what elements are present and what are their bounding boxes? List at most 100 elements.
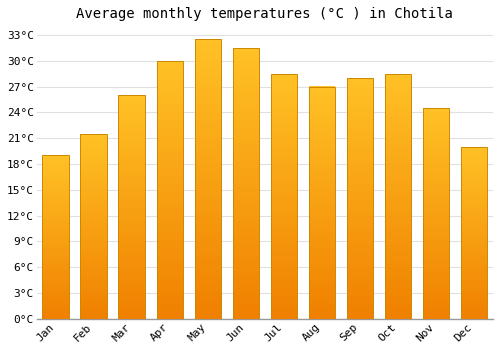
Bar — [460, 263, 487, 265]
Bar — [42, 209, 69, 211]
Bar — [80, 143, 107, 145]
Bar — [270, 270, 297, 273]
Bar — [194, 284, 221, 287]
Bar — [308, 278, 335, 281]
Bar — [232, 112, 259, 116]
Bar — [346, 250, 374, 253]
Bar — [80, 136, 107, 139]
Bar — [194, 126, 221, 130]
Bar — [80, 178, 107, 180]
Bar — [232, 153, 259, 156]
Bar — [42, 212, 69, 215]
Bar — [270, 248, 297, 251]
Bar — [42, 159, 69, 161]
Bar — [156, 274, 183, 277]
Bar — [308, 205, 335, 209]
Bar — [270, 74, 297, 77]
Bar — [194, 92, 221, 95]
Bar — [80, 175, 107, 178]
Bar — [308, 287, 335, 290]
Bar — [232, 197, 259, 200]
Bar — [80, 222, 107, 224]
Bar — [118, 235, 145, 238]
Bar — [156, 196, 183, 200]
Bar — [42, 251, 69, 253]
Bar — [156, 296, 183, 300]
Bar — [384, 107, 411, 110]
Bar — [422, 250, 450, 253]
Bar — [80, 275, 107, 277]
Bar — [270, 205, 297, 209]
Bar — [422, 303, 450, 306]
Bar — [156, 122, 183, 125]
Bar — [308, 139, 335, 142]
Bar — [308, 211, 335, 214]
Bar — [42, 161, 69, 163]
Bar — [308, 150, 335, 153]
Bar — [422, 163, 450, 166]
Bar — [384, 282, 411, 285]
Bar — [308, 304, 335, 307]
Bar — [42, 225, 69, 227]
Bar — [346, 253, 374, 256]
Bar — [270, 77, 297, 80]
Bar — [80, 152, 107, 155]
Bar — [346, 78, 374, 81]
Bar — [308, 246, 335, 249]
Bar — [80, 173, 107, 175]
Bar — [346, 201, 374, 204]
Bar — [42, 311, 69, 313]
Bar — [308, 234, 335, 238]
Bar — [194, 46, 221, 50]
Bar — [270, 267, 297, 270]
Bar — [346, 207, 374, 210]
Bar — [156, 183, 183, 187]
Bar — [346, 150, 374, 153]
Bar — [156, 245, 183, 248]
Bar — [156, 251, 183, 254]
Bar — [270, 156, 297, 160]
Bar — [422, 300, 450, 303]
Bar — [42, 282, 69, 284]
Bar — [346, 87, 374, 90]
Title: Average monthly temperatures (°C ) in Chotila: Average monthly temperatures (°C ) in Ch… — [76, 7, 454, 21]
Bar — [422, 174, 450, 176]
Bar — [80, 263, 107, 266]
Bar — [460, 261, 487, 263]
Bar — [270, 202, 297, 205]
Bar — [384, 211, 411, 215]
Bar — [232, 190, 259, 194]
Bar — [384, 166, 411, 169]
Bar — [460, 282, 487, 285]
Bar — [346, 156, 374, 159]
Bar — [346, 90, 374, 93]
Bar — [384, 199, 411, 202]
Bar — [42, 166, 69, 168]
Bar — [80, 164, 107, 166]
Bar — [346, 108, 374, 111]
Bar — [118, 252, 145, 254]
Bar — [422, 142, 450, 145]
Bar — [42, 155, 69, 158]
Bar — [460, 149, 487, 151]
Bar — [80, 159, 107, 162]
Bar — [346, 274, 374, 277]
Bar — [42, 286, 69, 288]
Bar — [80, 166, 107, 169]
Bar — [232, 78, 259, 82]
Bar — [232, 278, 259, 282]
Bar — [346, 117, 374, 120]
Bar — [270, 239, 297, 242]
Bar — [308, 110, 335, 113]
Bar — [422, 221, 450, 224]
Bar — [80, 273, 107, 275]
Bar — [156, 77, 183, 80]
Bar — [422, 248, 450, 250]
Bar — [80, 277, 107, 280]
Bar — [42, 270, 69, 272]
Bar — [156, 287, 183, 290]
Bar — [80, 150, 107, 152]
Bar — [42, 178, 69, 180]
Bar — [156, 254, 183, 258]
Bar — [42, 292, 69, 294]
